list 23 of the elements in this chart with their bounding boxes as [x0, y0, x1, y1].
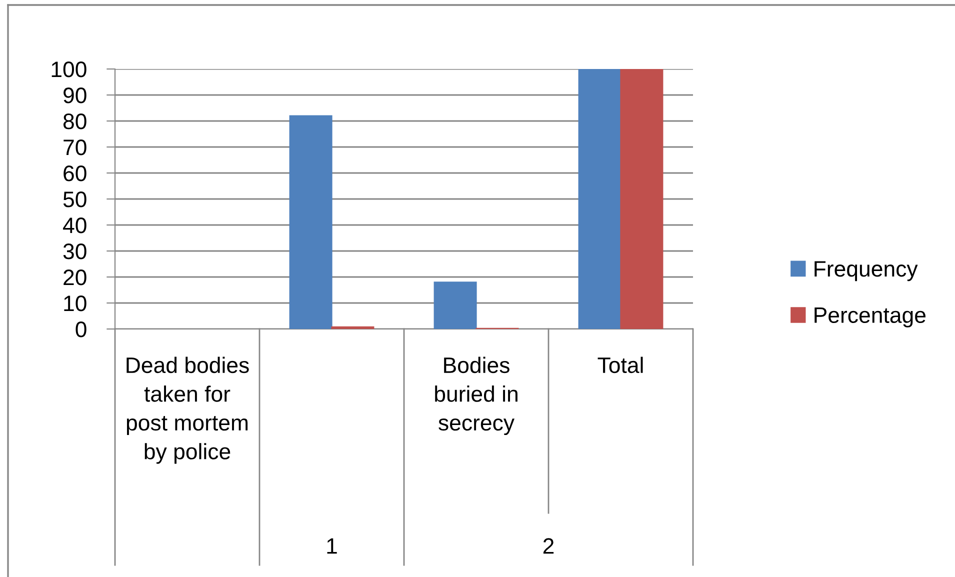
y-tick-label: 100: [52, 62, 86, 78]
bar: [289, 115, 332, 329]
bar: [434, 282, 477, 329]
y-tick-label: 10: [64, 296, 86, 312]
y-tick-label: 90: [64, 88, 86, 104]
y-tick-label: 70: [64, 140, 86, 156]
y-tick-label: 80: [63, 114, 86, 130]
y-tick-label: 50: [63, 192, 86, 208]
text: 2: [543, 538, 554, 554]
bar: [331, 326, 374, 329]
y-tick-label: 60: [64, 166, 86, 182]
x-tick-label: Total: [598, 356, 643, 374]
x-tick-label: Dead bodies taken for post mortem by police: [126, 356, 249, 464]
bar: [578, 69, 622, 329]
bar: [620, 69, 664, 329]
y-tick-label: 0: [76, 322, 86, 338]
y-tick-label: 40: [63, 218, 86, 234]
y-tick-label: 20: [64, 270, 86, 286]
legend-label: Frequency: [814, 261, 918, 282]
legend-label: Percentage: [814, 307, 926, 328]
text: 1: [327, 538, 337, 554]
y-tick-label: 30: [63, 244, 86, 260]
x-tick-label: Bodies buried in secrecy: [435, 356, 518, 436]
